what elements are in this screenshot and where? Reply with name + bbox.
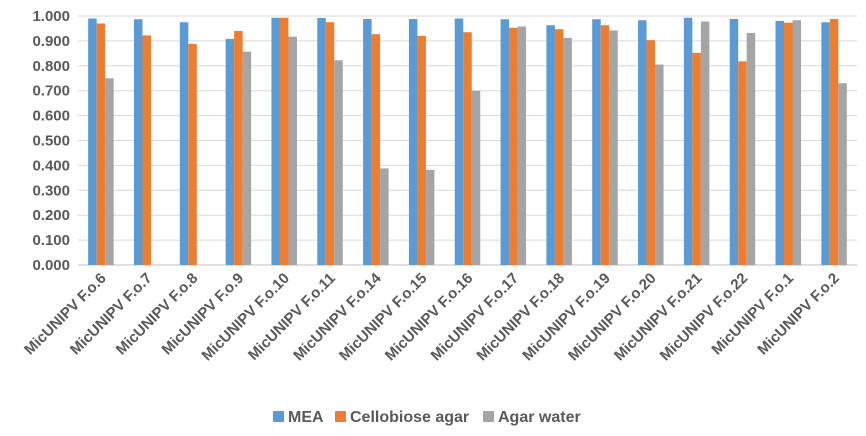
bar-cellobiose-agar [784,22,793,266]
legend-swatch [273,411,284,422]
bar-mea [546,25,555,266]
bar-cellobiose-agar [142,35,151,266]
x-tick-label: MicUNIPV F.o.9 [159,270,248,359]
y-tick-label: 0.700 [32,83,70,100]
bar-agar-water [425,169,435,265]
y-tick-label: 0.000 [32,257,70,274]
bar-cellobiose-agar [417,35,426,265]
bar-mea [775,20,785,266]
y-tick-label: 0.300 [32,182,70,199]
bar-cellobiose-agar [738,61,747,266]
y-tick-label: 0.100 [32,232,70,249]
bar-agar-water [334,60,343,266]
bar-mea [729,18,739,265]
bar-cellobiose-agar [325,22,335,265]
bar-agar-water [700,21,710,266]
bar-mea [683,17,693,266]
legend: MEA Cellobiose agar Agar water [273,409,581,426]
bar-cellobiose-agar [829,18,839,265]
bar-mea [225,38,235,265]
bar-agar-water [517,26,527,265]
y-tick-label: 0.800 [32,58,70,75]
bar-agar-water [380,168,389,265]
bar-cellobiose-agar [646,40,656,265]
legend-swatch [335,411,346,422]
y-tick-label: 0.400 [32,157,70,174]
legend-label: MEA [288,409,324,426]
x-tick-label: MicUNIPV F.o.2 [754,270,843,359]
bar-agar-water [563,37,572,265]
bar-cellobiose-agar [509,27,518,265]
bar-mea [271,17,280,266]
bar-cellobiose-agar [279,17,289,266]
bar-cellobiose-agar [600,25,610,266]
x-tick-label: MicUNIPV F.o.8 [113,270,202,359]
y-tick-label: 0.900 [32,33,70,50]
bar-agar-water [288,36,297,266]
y-tick-label: 0.600 [32,108,70,125]
bar-agar-water [792,20,802,265]
bar-cellobiose-agar [554,29,564,265]
bar-mea [454,18,464,265]
bar-agar-water [655,64,664,266]
bar-agar-water [609,30,618,265]
bar-agar-water [838,83,847,265]
bar-agar-water [746,32,756,265]
y-tick-label: 0.200 [32,207,70,224]
bar-cellobiose-agar [371,34,381,265]
bar-mea [500,19,510,265]
x-tick-label: MicUNIPV F.o.6 [21,270,110,359]
bar-mea [179,22,189,265]
bar-cellobiose-agar [188,43,197,265]
bars [88,17,847,266]
bar-agar-water [242,51,252,266]
bar-agar-water [105,78,114,265]
bar-mea [133,19,143,265]
bar-mea [88,18,97,265]
bar-mea [363,18,372,265]
bar-mea [821,22,830,265]
legend-label: Agar water [498,409,581,426]
bar-cellobiose-agar [463,32,472,266]
y-tick-label: 1.000 [32,8,70,25]
legend-swatch [483,411,494,422]
x-tick-label: MicUNIPV F.o.1 [708,270,797,359]
y-tick-label: 0.500 [32,133,70,150]
bar-agar-water [471,90,481,265]
bar-mea [408,18,418,265]
x-tick-label: MicUNIPV F.o.7 [67,270,156,359]
bar-mea [317,17,326,265]
y-axis: 0.000 0.100 0.200 0.300 0.400 0.500 0.600 0.700… [32,8,70,274]
bar-cellobiose-agar [234,30,243,265]
legend-label: Cellobiose agar [350,409,469,426]
bar-mea [638,20,647,265]
bar-cellobiose-agar [692,52,701,265]
bar-cellobiose-agar [96,23,106,265]
bar-mea [592,19,601,265]
